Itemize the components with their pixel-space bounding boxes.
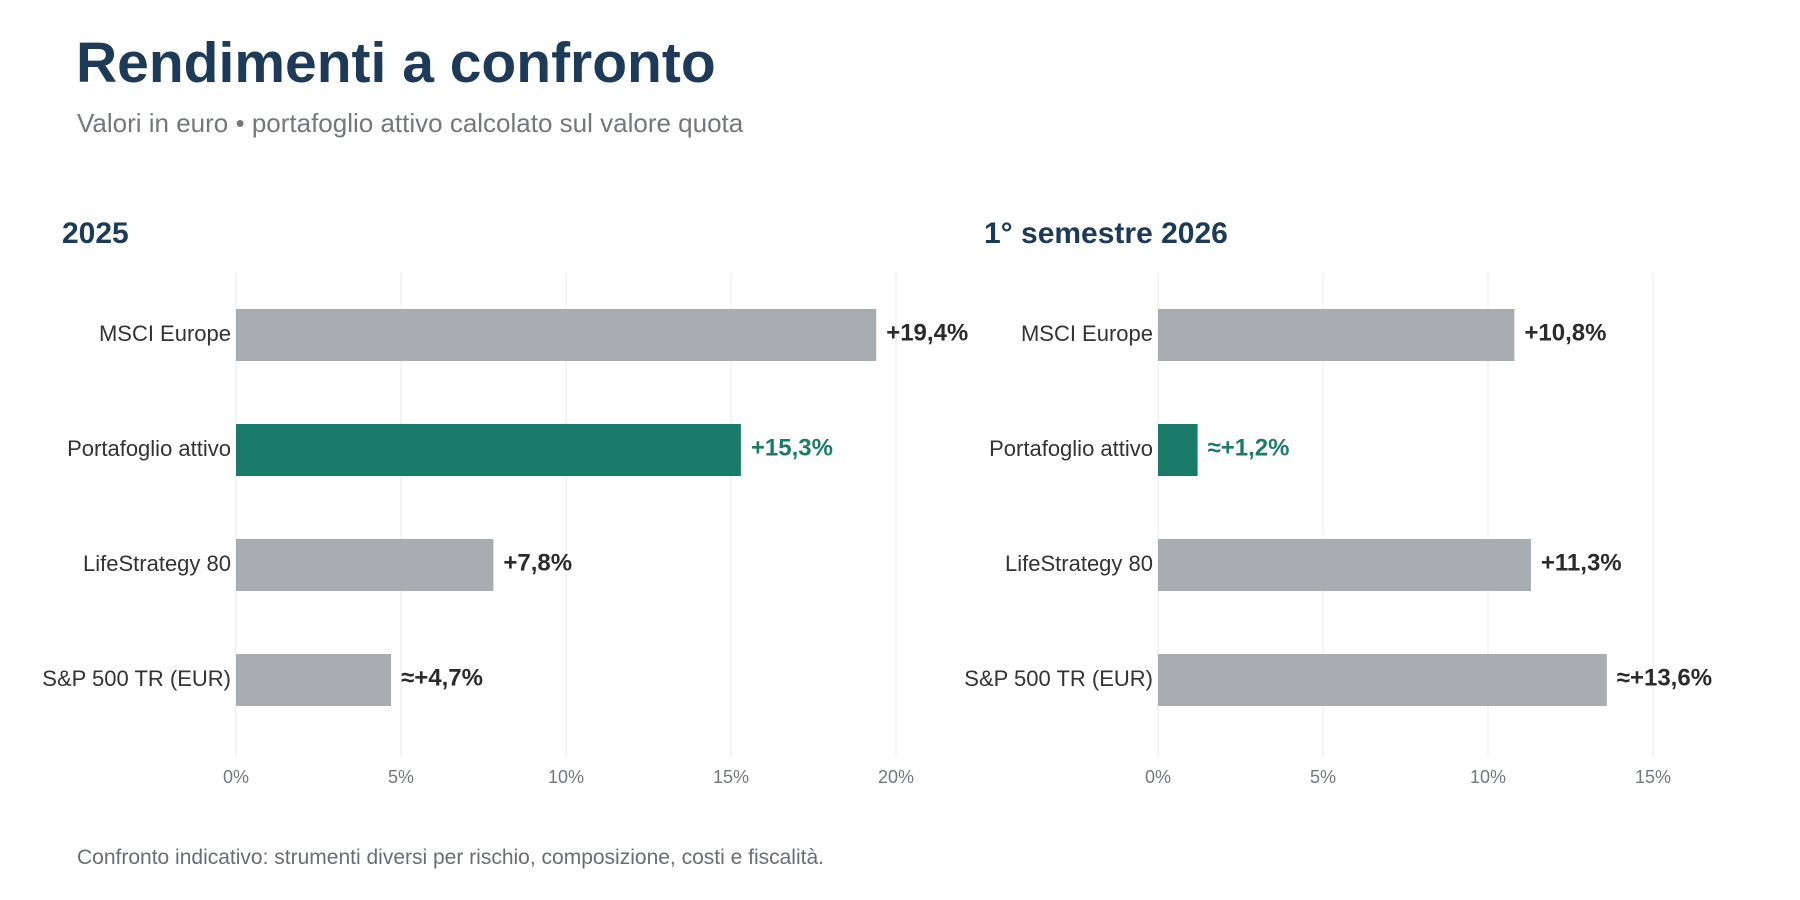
category-label: Portafoglio attivo (67, 436, 231, 461)
value-label: ≈+13,6% (1617, 664, 1712, 691)
category-label: MSCI Europe (99, 321, 231, 346)
category-label: MSCI Europe (1021, 321, 1153, 346)
chart-panel-2025: 2025 0% 5% 10% 15% 20% MSCI Europe +19,4% Portaf… (0, 205, 968, 815)
bar-portafoglio-attivo (1158, 424, 1198, 476)
category-label: Portafoglio attivo (989, 436, 1153, 461)
bar-chart-2025: 2025 0% 5% 10% 15% 20% MSCI Europe +19,4% Portaf… (42, 217, 968, 787)
footnote: Confronto indicativo: strumenti diversi … (77, 846, 824, 869)
value-label: +11,3% (1541, 549, 1622, 576)
x-tick-label: 15% (1635, 767, 1671, 787)
x-tick-label: 0% (223, 767, 249, 787)
value-label: +7,8% (503, 549, 572, 576)
value-label: +15,3% (751, 434, 833, 461)
bar-s-p-500-tr-eur (236, 654, 392, 706)
panel-title: 1° semestre 2026 (984, 217, 1228, 250)
bar-lifestrategy-80 (236, 539, 494, 591)
category-label: LifeStrategy 80 (1005, 551, 1153, 576)
value-label: +10,8% (1524, 319, 1606, 346)
bar-msci-europe (1158, 309, 1515, 361)
bar-lifestrategy-80 (1158, 539, 1531, 591)
x-tick-label: 20% (878, 767, 914, 787)
page-subtitle: Valori in euro • portafoglio attivo calc… (77, 108, 744, 138)
category-label: LifeStrategy 80 (83, 551, 231, 576)
x-tick-label: 5% (388, 767, 414, 787)
value-label: ≈+1,2% (1208, 434, 1290, 461)
x-tick-label: 10% (1470, 767, 1506, 787)
x-tick-label: 10% (548, 767, 584, 787)
x-tick-label: 15% (713, 767, 749, 787)
category-label: S&P 500 TR (EUR) (42, 666, 231, 691)
panel-title: 2025 (62, 217, 129, 250)
value-label: ≈+4,7% (401, 664, 483, 691)
bar-msci-europe (236, 309, 877, 361)
x-tick-label: 5% (1310, 767, 1336, 787)
page-title: Rendimenti a confronto (76, 31, 716, 95)
bar-s-p-500-tr-eur (1158, 654, 1607, 706)
x-tick-label: 0% (1145, 767, 1171, 787)
value-label: +19,4% (886, 319, 968, 346)
bar-portafoglio-attivo (236, 424, 741, 476)
category-label: S&P 500 TR (EUR) (964, 666, 1153, 691)
